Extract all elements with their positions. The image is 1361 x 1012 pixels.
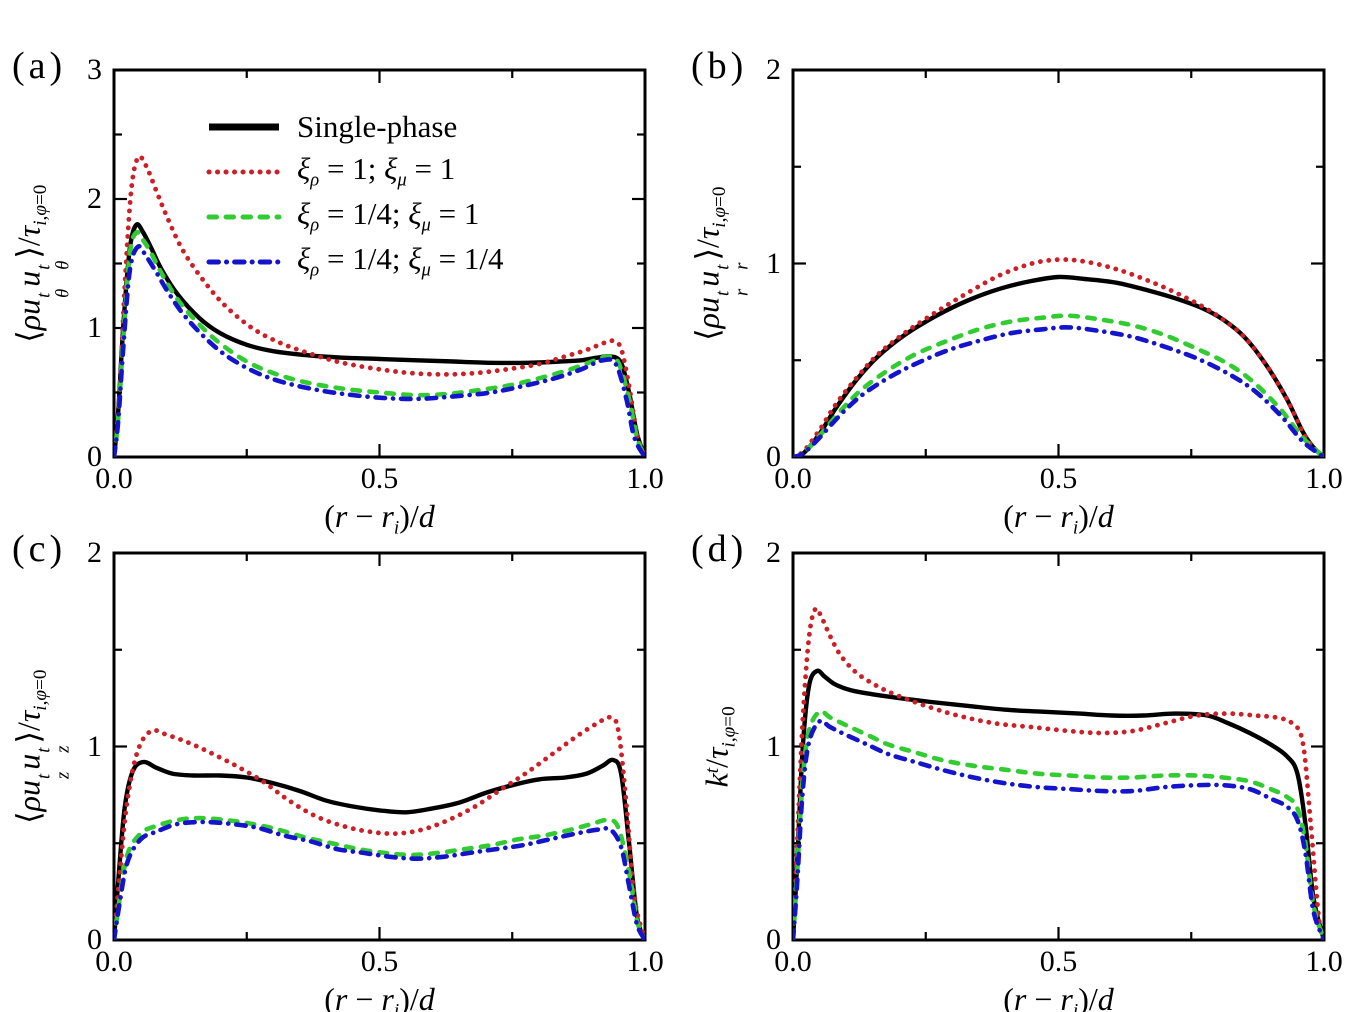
- x-axis-tick-labels-a: 0.0 0.5 1.0: [95, 462, 664, 498]
- panel-letter-c: (c): [12, 528, 67, 570]
- x-tick-label: 0.0: [95, 462, 133, 495]
- legend: Single-phase ξρ = 1; ξμ = 1 ξρ = 1/4; ξμ…: [206, 104, 503, 284]
- y-tick-label: 1: [766, 246, 781, 280]
- y-tick-label: 1: [87, 311, 102, 344]
- panel-letter-a: (a): [12, 45, 67, 87]
- curve-rho14_mu14: [114, 819, 645, 940]
- y-tick-label: 3: [87, 53, 102, 86]
- legend-label-single-phase: Single-phase: [297, 108, 458, 144]
- x-tick-label: 1.0: [1305, 945, 1343, 978]
- x-tick-label: 0.5: [360, 462, 399, 495]
- legend-line-dashdot: [206, 259, 282, 264]
- curve-rho1_mu1: [793, 257, 1324, 457]
- x-axis-title-a: (r − ri)/d: [324, 498, 435, 539]
- x-tick-label: 0.0: [95, 945, 133, 978]
- legend-item-rho14-mu1: ξρ = 1/4; ξμ = 1: [206, 194, 503, 239]
- legend-line-dotted: [206, 169, 282, 174]
- x-tick-label: 1.0: [1305, 462, 1343, 495]
- x-axis-title-c: (r − ri)/d: [324, 981, 435, 1012]
- y-tick-label: 1: [766, 729, 781, 763]
- y-tick-label: 0: [87, 923, 102, 956]
- x-tick-label: 0.0: [774, 945, 812, 978]
- y-axis-tick-labels-a: 0 1 2 3: [52, 53, 102, 473]
- curve-rho1_mu1: [114, 714, 645, 940]
- legend-line-solid: [209, 123, 279, 130]
- curve-rho14_mu14: [793, 325, 1324, 457]
- x-axis-title-b: (r − ri)/d: [1003, 498, 1114, 539]
- y-tick-label: 0: [766, 923, 781, 956]
- panel-letter-b: (b): [691, 45, 748, 87]
- y-tick-label: 2: [766, 536, 781, 569]
- y-tick-label: 2: [87, 182, 102, 215]
- legend-item-rho14-mu14: ξρ = 1/4; ξμ = 1/4: [206, 239, 503, 284]
- legend-item-rho1-mu1: ξρ = 1; ξμ = 1: [206, 149, 503, 194]
- plot-area-b: [791, 68, 1326, 459]
- x-axis-tick-labels-b: 0.0 0.5 1.0: [774, 462, 1343, 498]
- y-tick-label: 2: [87, 536, 102, 569]
- y-axis-tick-labels-c: 0 1 2: [52, 536, 102, 956]
- curve-single_phase: [793, 274, 1324, 457]
- x-tick-label: 1.0: [626, 945, 664, 978]
- curve-single_phase: [114, 757, 645, 940]
- x-axis-tick-labels-d: 0.0 0.5 1.0: [774, 945, 1343, 981]
- panel-letter-d: (d): [691, 528, 748, 570]
- curve-rho14_mu1: [793, 708, 1324, 940]
- y-tick-label: 0: [87, 440, 102, 473]
- curve-rho14_mu1: [114, 815, 645, 940]
- curve-rho14_mu14: [793, 718, 1324, 940]
- legend-label-rho14-mu1: ξρ = 1/4; ξμ = 1: [297, 196, 480, 236]
- y-axis-tick-labels-d: 0 1 2: [731, 536, 781, 956]
- curve-rho14_mu1: [114, 229, 645, 457]
- curve-single_phase: [793, 668, 1324, 940]
- x-tick-label: 0.0: [774, 462, 812, 495]
- x-tick-label: 1.0: [626, 462, 664, 495]
- x-tick-label: 0.5: [1039, 945, 1078, 978]
- legend-label-rho14-mu14: ξρ = 1/4; ξμ = 1/4: [297, 241, 504, 281]
- x-axis-title-d: (r − ri)/d: [1003, 981, 1114, 1012]
- curve-rho14_mu1: [793, 313, 1324, 457]
- y-axis-tick-labels-b: 0 1 2: [731, 53, 781, 473]
- curve-rho1_mu1: [793, 606, 1324, 940]
- x-tick-label: 0.5: [360, 945, 399, 978]
- legend-line-dashed: [206, 214, 282, 219]
- legend-label-rho1-mu1: ξρ = 1; ξμ = 1: [297, 151, 456, 191]
- curve-rho1_mu1: [114, 153, 645, 457]
- y-tick-label: 1: [87, 729, 102, 763]
- y-tick-label: 2: [766, 53, 781, 86]
- y-tick-label: 0: [766, 440, 781, 473]
- plot-area-a: [112, 68, 647, 459]
- plot-area-c: [112, 551, 647, 942]
- curve-rho14_mu14: [114, 243, 645, 457]
- x-axis-tick-labels-c: 0.0 0.5 1.0: [95, 945, 664, 981]
- legend-item-single-phase: Single-phase: [206, 104, 503, 149]
- x-tick-label: 0.5: [1039, 462, 1078, 495]
- plot-area-d: [791, 551, 1326, 942]
